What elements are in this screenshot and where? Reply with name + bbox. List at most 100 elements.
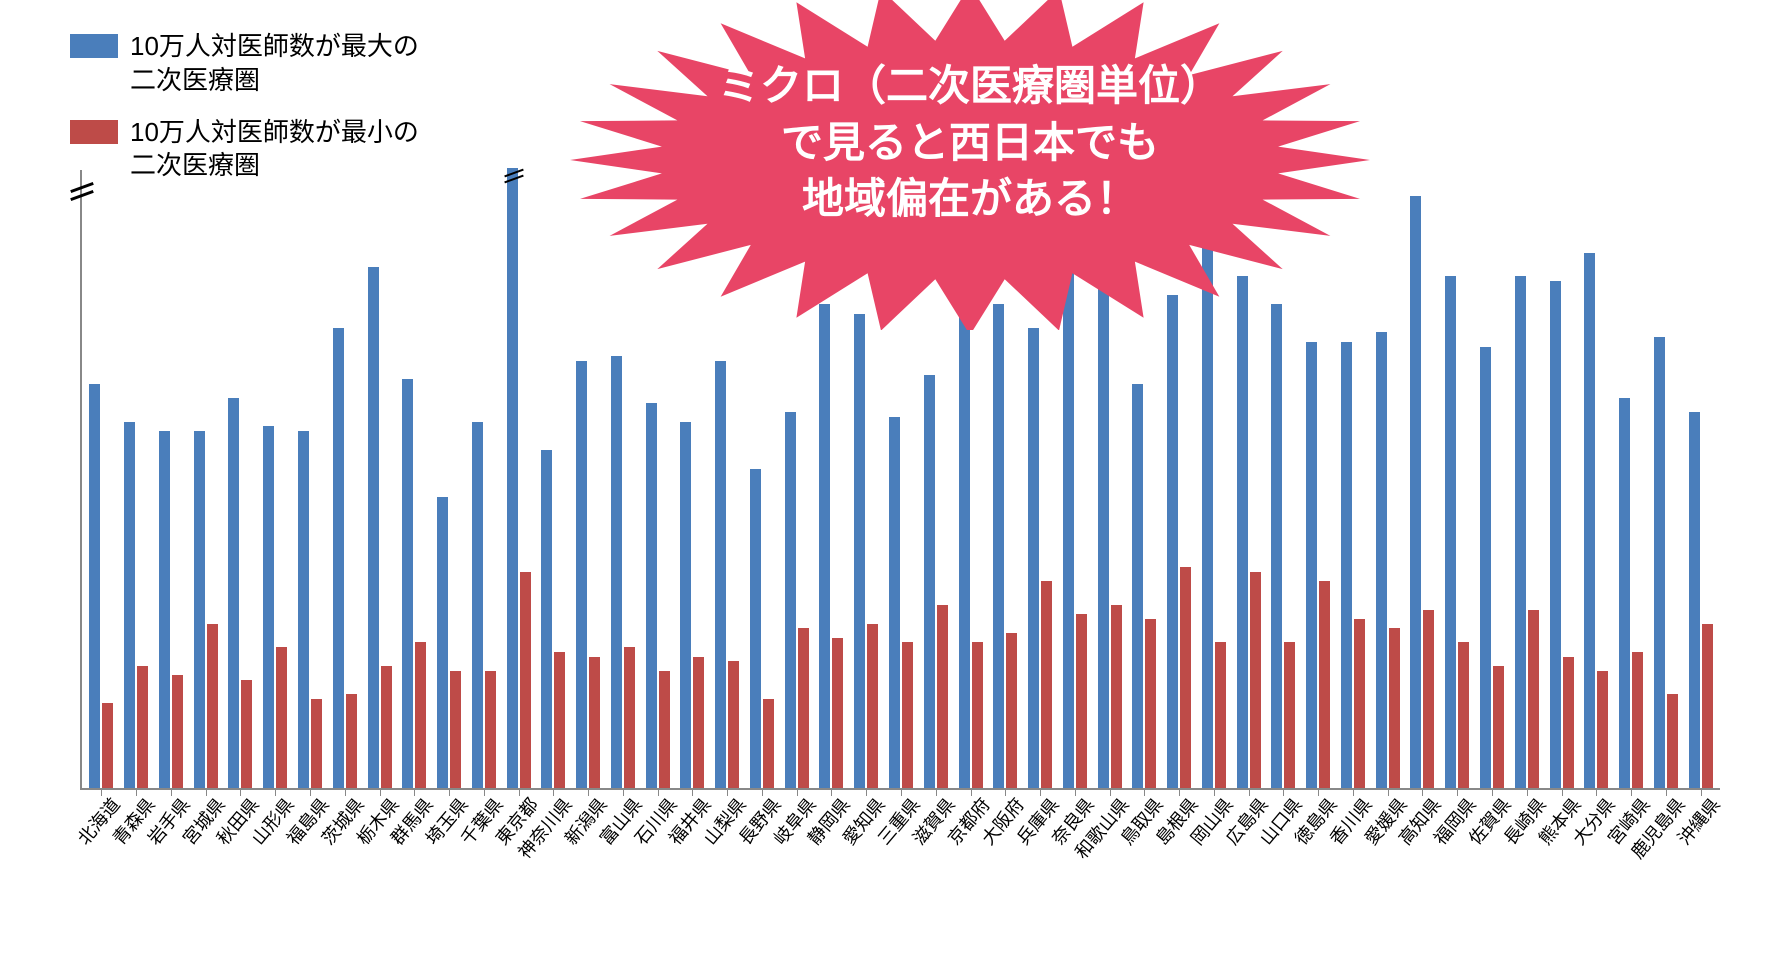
- bar-min: [1528, 610, 1539, 788]
- bar-max: [854, 314, 865, 788]
- chart-container: 10万人対医師数が最大の 二次医療圏 10万人対医師数が最小の 二次医療圏 北海…: [40, 30, 1740, 930]
- bar-max: [298, 431, 309, 788]
- bar-pair: 山梨県: [710, 361, 745, 788]
- bar-max: [507, 168, 518, 788]
- bar-pair: 大阪府: [988, 304, 1023, 788]
- bar-pair: 山形県: [258, 426, 293, 788]
- bar-pair: 福井県: [675, 422, 710, 788]
- bar-max: [194, 431, 205, 788]
- bar-max: [333, 328, 344, 788]
- bar-max: [1028, 328, 1039, 788]
- bar-pair: 長野県: [745, 469, 780, 788]
- bar-max: [750, 469, 761, 788]
- bar-min: [1493, 666, 1504, 788]
- bar-max: [1063, 262, 1074, 788]
- bar-pair: 京都府: [953, 295, 988, 788]
- bar-pair: 熊本県: [1544, 281, 1579, 788]
- bar-max: [1550, 281, 1561, 788]
- bar-max: [228, 398, 239, 788]
- bar-max: [715, 361, 726, 788]
- bar-pair: 長崎県: [1509, 276, 1544, 788]
- bar-min: [832, 638, 843, 788]
- legend-swatch-max: [70, 34, 118, 58]
- callout-starburst: ミクロ（二次医療圏単位） で見ると西日本でも 地域偏在がある！: [570, 0, 1370, 330]
- bar-pair: 愛知県: [849, 314, 884, 788]
- bar-max: [785, 412, 796, 788]
- bar-min: [137, 666, 148, 788]
- bar-pair: 新潟県: [571, 361, 606, 788]
- bar-min: [624, 647, 635, 788]
- callout-text: ミクロ（二次医療圏単位） で見ると西日本でも 地域偏在がある！: [570, 58, 1370, 228]
- bar-max: [159, 431, 170, 788]
- bar-max: [1132, 384, 1143, 788]
- bar-max: [889, 417, 900, 788]
- bar-min: [381, 666, 392, 788]
- bar-max: [1410, 196, 1421, 788]
- bar-max: [541, 450, 552, 788]
- legend-label-max: 10万人対医師数が最大の 二次医療圏: [130, 30, 419, 98]
- bar-max: [959, 295, 970, 788]
- bar-pair: 沖縄県: [1683, 412, 1718, 788]
- bar-pair: 三重県: [884, 417, 919, 788]
- bar-max: [1445, 276, 1456, 788]
- bar-min: [102, 703, 113, 788]
- bar-pair: 広島県: [1231, 276, 1266, 788]
- bar-min: [311, 699, 322, 788]
- bar-min: [589, 657, 600, 789]
- bar-pair: 鳥取県: [1127, 384, 1162, 788]
- bar-min: [1041, 581, 1052, 788]
- bar-max: [1237, 276, 1248, 788]
- bar-min: [1632, 652, 1643, 788]
- bar-min: [1284, 642, 1295, 788]
- bar-pair: 佐賀県: [1475, 347, 1510, 789]
- bar-pair: 福島県: [293, 431, 328, 788]
- bar-max: [1098, 267, 1109, 788]
- bar-pair: 大分県: [1579, 253, 1614, 788]
- bar-min: [902, 642, 913, 788]
- bar-min: [1215, 642, 1226, 788]
- bar-max: [1306, 342, 1317, 788]
- bar-min: [1458, 642, 1469, 788]
- bar-min: [450, 671, 461, 788]
- bar-max: [1376, 332, 1387, 788]
- bar-max: [1167, 295, 1178, 788]
- bar-max: [1619, 398, 1630, 788]
- bar-min: [1667, 694, 1678, 788]
- bar-max: [124, 422, 135, 788]
- bar-min: [1111, 605, 1122, 788]
- bar-max: [1480, 347, 1491, 789]
- legend: 10万人対医師数が最大の 二次医療圏 10万人対医師数が最小の 二次医療圏: [70, 30, 419, 201]
- bar-pair: 和歌山県: [1092, 267, 1127, 788]
- bar-min: [867, 624, 878, 788]
- bar-min: [1006, 633, 1017, 788]
- bar-pair: 高知県: [1405, 196, 1440, 788]
- bar-min: [937, 605, 948, 788]
- bar-min: [693, 657, 704, 789]
- bar-min: [207, 624, 218, 788]
- bar-pair: 秋田県: [223, 398, 258, 788]
- bar-min: [1250, 572, 1261, 788]
- bar-max: [402, 379, 413, 788]
- legend-item-min: 10万人対医師数が最小の 二次医療圏: [70, 116, 419, 184]
- bar-max: [1689, 412, 1700, 788]
- bar-min: [554, 652, 565, 788]
- bar-pair: 神奈川県: [536, 450, 571, 788]
- bar-min: [241, 680, 252, 788]
- bar-max: [89, 384, 100, 788]
- bar-min: [276, 647, 287, 788]
- bar-pair: 兵庫県: [1023, 328, 1058, 788]
- bar-pair: 愛媛県: [1370, 332, 1405, 788]
- bar-min: [1354, 619, 1365, 788]
- bar-pair: 岐阜県: [779, 412, 814, 788]
- bar-max: [993, 304, 1004, 788]
- bar-break-icon: [506, 170, 522, 182]
- bar-pair: 山口県: [1266, 304, 1301, 788]
- bar-pair: 富山県: [605, 356, 640, 788]
- bar-max: [1515, 276, 1526, 788]
- bar-pair: 茨城県: [327, 328, 362, 788]
- bar-min: [728, 661, 739, 788]
- bar-pair: 静岡県: [814, 304, 849, 788]
- bar-pair: 滋賀県: [918, 375, 953, 788]
- bar-max: [472, 422, 483, 788]
- bar-pair: 青森県: [119, 422, 154, 788]
